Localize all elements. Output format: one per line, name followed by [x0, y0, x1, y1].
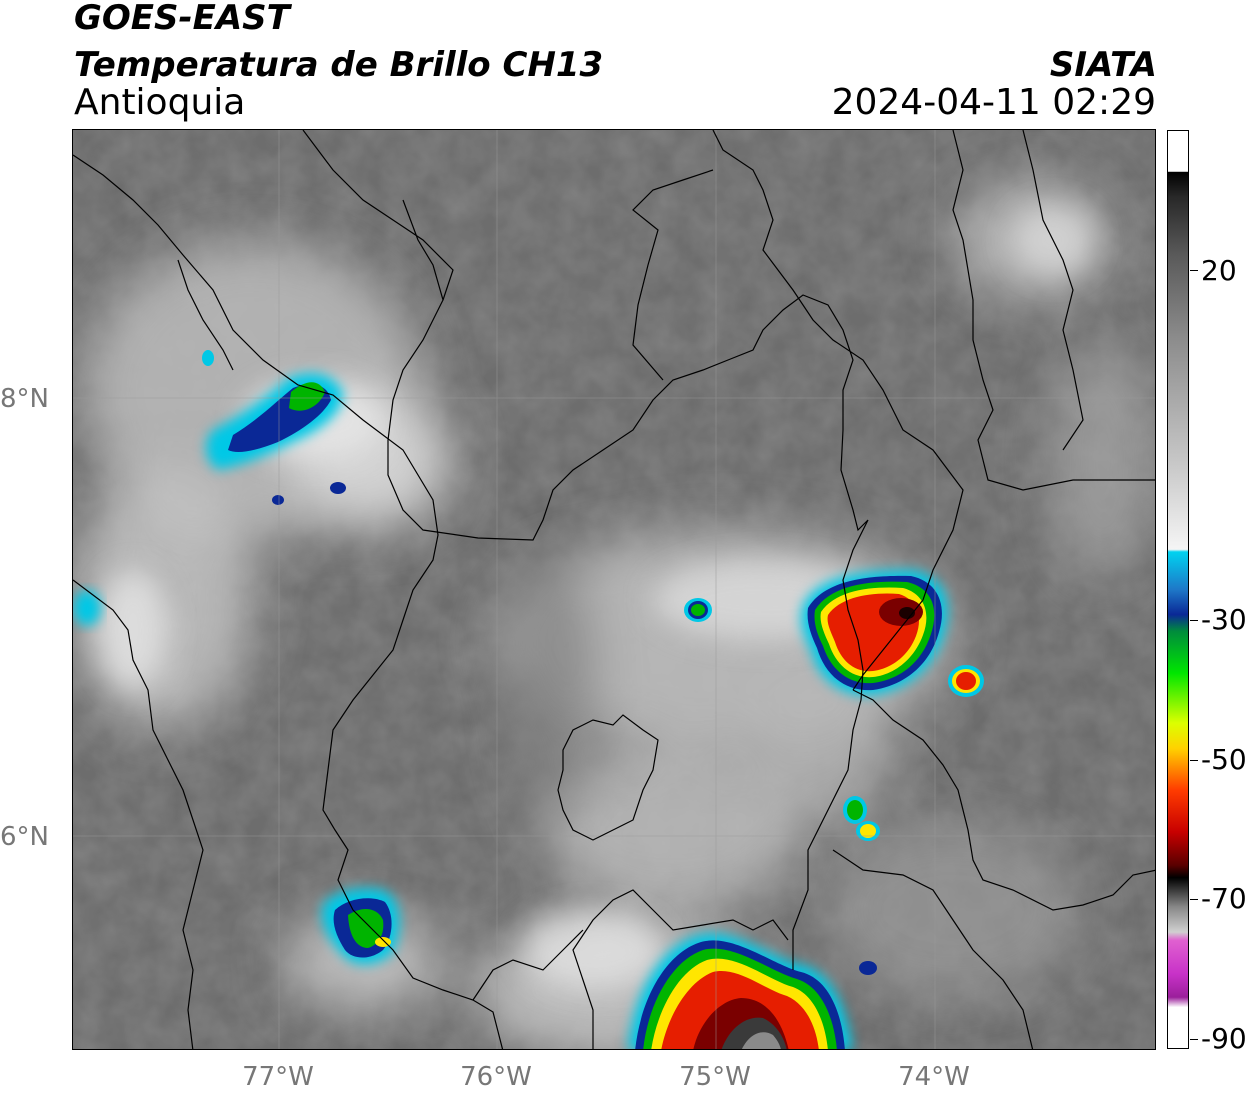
department-border-cordoba-inner — [632, 169, 714, 381]
political-boundaries — [73, 130, 1155, 1049]
brightness-temperature-map[interactable] — [73, 130, 1156, 1050]
department-border-boyaca — [832, 849, 1034, 1049]
longitude-tick-label: 77°W — [242, 1062, 314, 1092]
colorbar-label: 20 — [1201, 254, 1237, 287]
department-border-risaralda — [472, 929, 584, 1001]
satellite-title: GOES-EAST — [74, 0, 290, 38]
colorbar-tick — [1190, 620, 1198, 621]
longitude-tick-label: 74°W — [898, 1062, 970, 1092]
colorbar-label: -30 — [1201, 603, 1247, 636]
colorbar-tick — [1190, 1039, 1198, 1040]
longitude-tick-label: 76°W — [460, 1062, 532, 1092]
caribbean-coastline-west — [302, 130, 454, 301]
department-border-west — [73, 154, 504, 1049]
colorbar-label: -50 — [1201, 743, 1247, 776]
convective-cell-southeast-small — [843, 796, 880, 975]
department-border-antioquia — [387, 199, 869, 970]
convective-cell-south-main — [628, 933, 853, 1049]
latitude-tick-label: 8°N — [0, 384, 49, 414]
department-border-bolivar — [952, 130, 1155, 491]
department-border-santander — [852, 689, 1155, 911]
timestamp: 2024-04-11 02:29 — [831, 82, 1156, 123]
coastline-cienaga — [1022, 130, 1084, 451]
convective-cell-southwest — [321, 888, 400, 965]
region-label: Antioquia — [74, 82, 246, 123]
gulf-uraba-coast-west — [177, 259, 234, 371]
department-border-caldas — [572, 889, 789, 1049]
temperature-colorbar — [1167, 130, 1189, 1049]
colorbar-label: -70 — [1201, 882, 1247, 915]
convective-cell-northwest — [202, 350, 346, 505]
convective-cell-east-main — [800, 570, 984, 697]
colorbar-tick — [1190, 270, 1198, 271]
colorbar-tick — [1190, 899, 1198, 900]
convective-cell-west-edge — [73, 590, 101, 626]
longitude-tick-label: 75°W — [679, 1062, 751, 1092]
department-border-cordoba-sucre — [712, 130, 964, 691]
latitude-tick-label: 6°N — [0, 822, 49, 852]
colorbar-label: -90 — [1201, 1022, 1247, 1055]
municipality-border-medellin — [557, 714, 659, 841]
map-panel[interactable] — [72, 129, 1156, 1050]
agency-label: SIATA — [1049, 45, 1157, 85]
product-title: Temperatura de Brillo CH13 — [74, 45, 604, 85]
pacific-coastline — [73, 579, 204, 1049]
convective-cell-center-small — [684, 598, 712, 622]
colorbar-tick — [1190, 760, 1198, 761]
graticule — [73, 130, 1155, 1049]
